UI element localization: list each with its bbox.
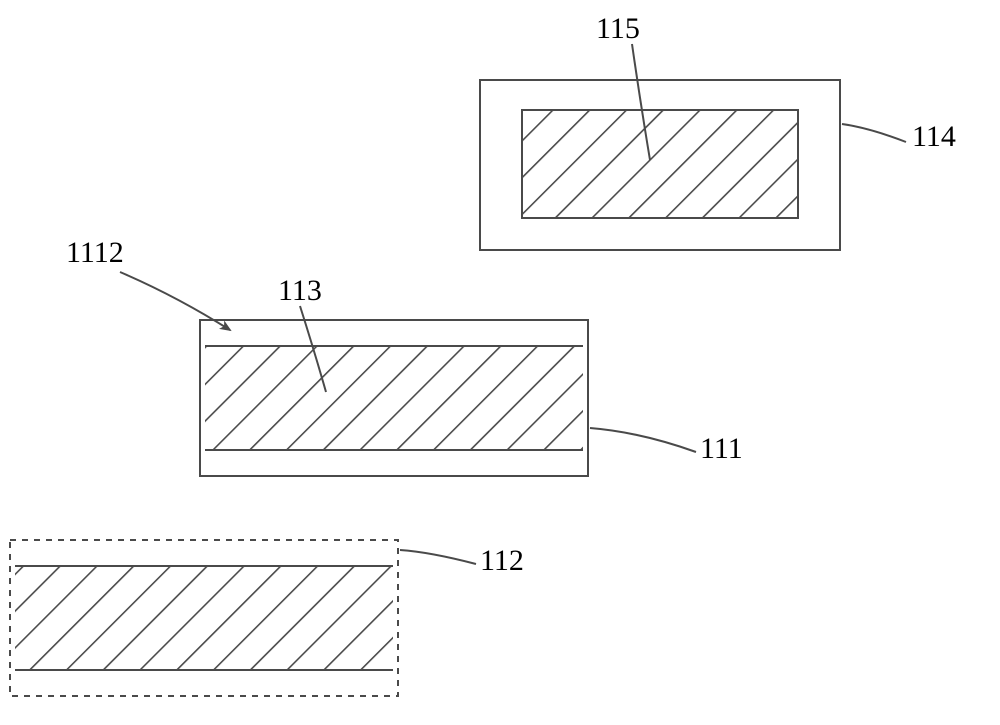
label-114: 114 bbox=[912, 120, 956, 153]
leader-1112 bbox=[120, 272, 230, 330]
leader-111 bbox=[590, 428, 696, 452]
hatched-115 bbox=[522, 110, 798, 218]
leader-112 bbox=[400, 550, 476, 564]
label-1112: 1112 bbox=[66, 236, 124, 269]
leader-114 bbox=[842, 124, 906, 142]
hatched-113 bbox=[205, 346, 583, 450]
label-112: 112 bbox=[480, 544, 524, 577]
label-113: 113 bbox=[278, 274, 322, 307]
hatched-112-inner bbox=[15, 566, 393, 670]
label-111: 111 bbox=[700, 432, 743, 465]
label-115: 115 bbox=[596, 12, 640, 45]
